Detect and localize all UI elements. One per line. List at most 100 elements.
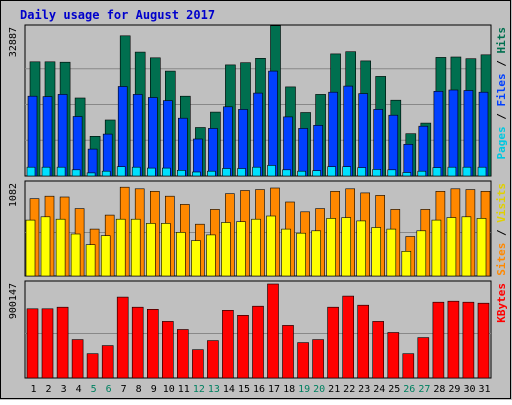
bar-kbytes-day-26 — [402, 353, 415, 379]
bar-kbytes-day-6 — [101, 345, 114, 379]
bar-files-day-27 — [418, 125, 429, 177]
bar-files-day-23 — [358, 93, 369, 177]
bar-files-day-18 — [283, 116, 293, 177]
bar-files-day-22 — [343, 85, 354, 177]
bar-pages-day-2 — [41, 166, 51, 177]
bar-visits-day-5 — [85, 244, 96, 277]
x-label-day-1: 1 — [30, 384, 36, 395]
x-label-day-13: 13 — [208, 384, 220, 395]
bar-kbytes-day-7 — [116, 296, 129, 379]
bar-files-day-4 — [72, 116, 83, 177]
bar-visits-day-14 — [221, 222, 231, 277]
bar-files-day-25 — [388, 114, 399, 177]
bar-files-day-12 — [193, 138, 203, 177]
bar-visits-day-12 — [191, 240, 201, 277]
bar-visits-day-1 — [25, 219, 36, 277]
bar-pages-day-18 — [282, 169, 291, 177]
bar-kbytes-day-23 — [357, 304, 370, 379]
legend-part: Files — [495, 73, 508, 106]
chart-title: Daily usage for August 2017 — [20, 8, 215, 22]
bar-visits-day-22 — [341, 217, 352, 277]
legend-sites-visits: Sites / Visits — [495, 183, 508, 276]
bar-visits-day-25 — [386, 228, 397, 277]
bar-files-day-6 — [102, 133, 113, 177]
bar-pages-day-13 — [207, 170, 216, 177]
bar-kbytes-day-28 — [432, 301, 445, 379]
bar-files-day-26 — [403, 144, 414, 177]
bar-kbytes-day-16 — [252, 305, 264, 379]
x-label-day-8: 8 — [136, 384, 142, 395]
x-label-day-21: 21 — [328, 384, 340, 395]
x-label-day-7: 7 — [121, 384, 127, 395]
bar-files-day-15 — [238, 109, 248, 177]
bar-visits-day-16 — [251, 218, 261, 277]
bar-pages-day-5 — [86, 172, 96, 177]
bar-kbytes-day-8 — [131, 306, 144, 379]
bar-pages-day-19 — [297, 170, 306, 177]
bar-visits-day-26 — [401, 251, 412, 277]
bar-pages-day-1 — [26, 166, 36, 177]
legend-part: Pages — [495, 126, 508, 159]
bar-kbytes-day-20 — [312, 339, 324, 379]
bar-visits-day-7 — [115, 218, 126, 277]
bar-pages-day-11 — [177, 170, 186, 177]
x-label-day-23: 23 — [358, 384, 370, 395]
bar-visits-day-3 — [55, 218, 66, 277]
y-max-label: 1082 — [8, 183, 19, 207]
bar-pages-day-8 — [131, 166, 141, 177]
bar-kbytes-day-4 — [71, 339, 84, 379]
bar-kbytes-day-10 — [162, 321, 174, 379]
x-label-day-20: 20 — [313, 384, 325, 395]
bar-visits-day-11 — [176, 232, 186, 277]
bar-kbytes-day-21 — [327, 306, 339, 379]
bar-files-day-10 — [163, 100, 173, 177]
bar-visits-day-19 — [296, 232, 306, 277]
bar-kbytes-day-19 — [297, 342, 309, 379]
bar-kbytes-day-24 — [372, 321, 385, 379]
bar-visits-day-2 — [40, 216, 51, 277]
bar-pages-day-21 — [327, 166, 336, 177]
bar-pages-day-20 — [312, 170, 321, 177]
y-max-label: 32887 — [8, 27, 19, 57]
bar-files-day-17 — [268, 70, 278, 177]
bar-kbytes-day-11 — [177, 329, 189, 379]
x-label-day-5: 5 — [91, 384, 97, 395]
bar-files-day-20 — [313, 125, 323, 177]
bar-pages-day-29 — [447, 166, 457, 177]
legend-part: Visits — [495, 183, 508, 223]
x-label-day-22: 22 — [343, 384, 355, 395]
bar-files-day-5 — [87, 148, 98, 177]
bar-files-day-14 — [223, 106, 233, 177]
x-label-day-14: 14 — [223, 384, 235, 395]
bar-kbytes-day-2 — [41, 308, 54, 379]
bar-kbytes-day-3 — [56, 306, 69, 379]
bar-kbytes-day-15 — [237, 314, 249, 379]
chart-panels: 32887 Pages / Files / Hits 1082 Sites / Vis… — [8, 24, 508, 379]
bar-visits-day-17 — [266, 215, 276, 277]
bar-visits-day-10 — [161, 223, 171, 277]
bar-pages-day-31 — [477, 166, 487, 177]
x-label-day-6: 6 — [106, 384, 112, 395]
bar-pages-day-7 — [116, 166, 126, 177]
bar-kbytes-day-18 — [282, 325, 294, 379]
bar-files-day-28 — [433, 91, 444, 177]
legend-part: KBytes — [495, 283, 508, 323]
x-label-day-19: 19 — [298, 384, 310, 395]
y-max-label: 900147 — [8, 283, 19, 319]
bar-visits-day-20 — [311, 230, 321, 277]
bar-visits-day-18 — [281, 228, 291, 277]
bar-pages-day-14 — [222, 168, 231, 177]
bar-visits-day-15 — [236, 221, 246, 277]
bar-files-day-31 — [478, 91, 489, 177]
bar-visits-day-28 — [431, 219, 442, 277]
bar-pages-day-24 — [372, 169, 382, 177]
bar-visits-day-29 — [446, 217, 457, 277]
bar-files-day-30 — [463, 90, 474, 177]
x-label-day-26: 26 — [403, 384, 415, 395]
bar-pages-day-3 — [56, 166, 66, 177]
x-label-day-16: 16 — [253, 384, 265, 395]
bar-visits-day-23 — [356, 220, 367, 277]
